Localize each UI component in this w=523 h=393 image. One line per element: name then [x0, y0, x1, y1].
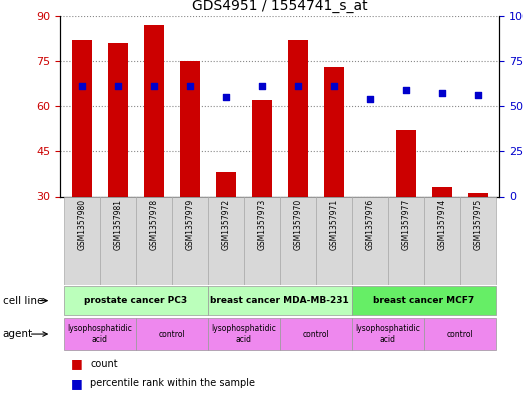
Text: ■: ■	[71, 376, 82, 390]
Text: control: control	[302, 330, 329, 338]
Bar	[172, 196, 208, 285]
Bar	[136, 196, 172, 285]
Bar	[100, 196, 136, 285]
Bar	[324, 67, 344, 196]
Text: GSM1357971: GSM1357971	[329, 199, 338, 250]
Text: count: count	[90, 358, 118, 369]
Bar	[460, 196, 496, 285]
Point	[222, 94, 230, 100]
Text: GSM1357970: GSM1357970	[293, 199, 302, 250]
Bar	[108, 43, 128, 196]
Text: GSM1357980: GSM1357980	[77, 199, 86, 250]
Point	[329, 83, 338, 89]
Text: GSM1357975: GSM1357975	[473, 199, 482, 250]
Bar	[252, 100, 272, 196]
Title: GDS4951 / 1554741_s_at: GDS4951 / 1554741_s_at	[192, 0, 368, 13]
Bar	[64, 286, 208, 315]
Text: GSM1357978: GSM1357978	[149, 199, 158, 250]
Bar	[280, 196, 316, 285]
Bar	[64, 318, 136, 350]
Text: lysophosphatidic
acid: lysophosphatidic acid	[356, 324, 420, 344]
Point	[258, 83, 266, 89]
Text: lysophosphatidic
acid: lysophosphatidic acid	[211, 324, 276, 344]
Text: GSM1357972: GSM1357972	[221, 199, 230, 250]
Bar	[208, 318, 280, 350]
Point	[474, 92, 482, 98]
Point	[402, 87, 410, 93]
Bar	[316, 196, 352, 285]
Bar	[280, 318, 352, 350]
Bar	[352, 286, 496, 315]
Bar	[288, 40, 308, 197]
Text: breast cancer MCF7: breast cancer MCF7	[373, 296, 474, 305]
Text: GSM1357973: GSM1357973	[257, 199, 266, 250]
Bar	[432, 187, 452, 196]
Bar	[216, 173, 236, 196]
Text: breast cancer MDA-MB-231: breast cancer MDA-MB-231	[210, 296, 349, 305]
Bar	[388, 196, 424, 285]
Text: agent: agent	[3, 329, 33, 339]
Point	[366, 96, 374, 102]
Text: percentile rank within the sample: percentile rank within the sample	[90, 378, 255, 388]
Text: lysophosphatidic
acid: lysophosphatidic acid	[67, 324, 132, 344]
Bar	[180, 61, 200, 196]
Bar	[396, 130, 416, 196]
Bar	[352, 196, 388, 285]
Bar	[424, 318, 496, 350]
Bar	[424, 196, 460, 285]
Point	[77, 83, 86, 89]
Text: ■: ■	[71, 357, 82, 370]
Text: prostate cancer PC3: prostate cancer PC3	[84, 296, 187, 305]
Bar	[208, 286, 352, 315]
Bar	[244, 196, 280, 285]
Point	[150, 83, 158, 89]
Bar	[352, 318, 424, 350]
Bar	[208, 196, 244, 285]
Text: GSM1357974: GSM1357974	[437, 199, 446, 250]
Bar	[136, 318, 208, 350]
Point	[113, 83, 122, 89]
Point	[186, 83, 194, 89]
Bar	[468, 193, 488, 196]
Text: control: control	[158, 330, 185, 338]
Text: control: control	[447, 330, 473, 338]
Text: GSM1357976: GSM1357976	[366, 199, 374, 250]
Point	[293, 83, 302, 89]
Text: GSM1357979: GSM1357979	[185, 199, 194, 250]
Text: GSM1357977: GSM1357977	[401, 199, 411, 250]
Text: cell line: cell line	[3, 296, 43, 306]
Bar	[64, 196, 100, 285]
Bar	[144, 25, 164, 196]
Text: GSM1357981: GSM1357981	[113, 199, 122, 250]
Bar	[72, 40, 92, 197]
Point	[438, 90, 446, 97]
